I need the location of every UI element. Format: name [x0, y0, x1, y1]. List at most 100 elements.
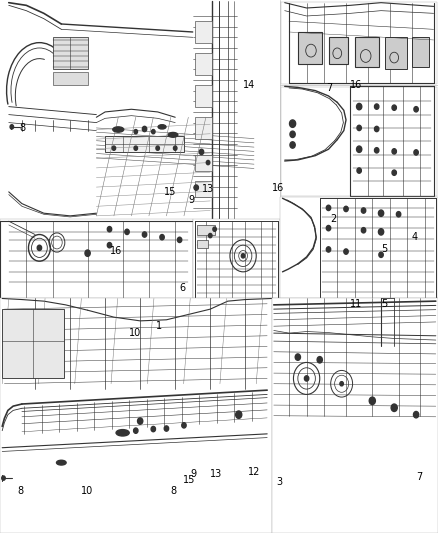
- Circle shape: [241, 254, 245, 258]
- Circle shape: [156, 146, 159, 150]
- Circle shape: [361, 208, 366, 213]
- Text: 7: 7: [416, 472, 422, 482]
- Text: 8: 8: [18, 487, 24, 496]
- Bar: [281, 2, 437, 84]
- Circle shape: [413, 411, 419, 418]
- Ellipse shape: [158, 125, 166, 129]
- Text: 3: 3: [276, 478, 282, 487]
- Circle shape: [37, 245, 42, 251]
- Circle shape: [374, 148, 379, 153]
- Circle shape: [344, 249, 348, 254]
- Circle shape: [2, 476, 5, 480]
- Circle shape: [357, 168, 361, 173]
- Circle shape: [134, 146, 138, 150]
- Circle shape: [361, 228, 366, 233]
- Circle shape: [290, 142, 295, 148]
- Text: 12: 12: [247, 467, 260, 477]
- Circle shape: [374, 126, 379, 132]
- Ellipse shape: [116, 430, 129, 436]
- Bar: [328, 37, 348, 64]
- Circle shape: [194, 185, 198, 190]
- Bar: [195, 53, 212, 75]
- Bar: [281, 87, 437, 196]
- Bar: [2, 309, 64, 378]
- Bar: [0, 219, 193, 298]
- Circle shape: [199, 149, 204, 155]
- Circle shape: [378, 229, 384, 235]
- Circle shape: [414, 150, 418, 155]
- Circle shape: [236, 411, 242, 418]
- Circle shape: [326, 225, 331, 231]
- Text: 11: 11: [350, 299, 363, 309]
- Text: 10: 10: [129, 328, 141, 338]
- Circle shape: [134, 130, 138, 134]
- Circle shape: [392, 170, 396, 175]
- Circle shape: [182, 423, 186, 428]
- Circle shape: [357, 103, 362, 110]
- Bar: [272, 298, 438, 533]
- Text: 9: 9: [191, 470, 197, 479]
- Circle shape: [391, 404, 397, 411]
- Text: 16: 16: [110, 246, 122, 255]
- Text: 15: 15: [164, 187, 177, 197]
- Circle shape: [107, 227, 112, 232]
- Bar: [298, 32, 322, 64]
- Text: 10: 10: [81, 487, 93, 496]
- Circle shape: [152, 130, 155, 134]
- Circle shape: [295, 354, 300, 360]
- Text: 5: 5: [381, 245, 387, 254]
- Text: 8: 8: [20, 123, 26, 133]
- Circle shape: [177, 237, 182, 243]
- Circle shape: [138, 418, 143, 424]
- Ellipse shape: [57, 460, 66, 465]
- Bar: [195, 85, 212, 107]
- Circle shape: [396, 212, 401, 217]
- Circle shape: [208, 233, 212, 238]
- Circle shape: [290, 120, 296, 127]
- Bar: [53, 37, 88, 69]
- Circle shape: [173, 146, 177, 150]
- Circle shape: [134, 428, 138, 433]
- Text: 1: 1: [155, 321, 162, 331]
- Bar: [0, 298, 272, 533]
- Circle shape: [414, 107, 418, 112]
- Circle shape: [213, 227, 216, 231]
- Circle shape: [164, 426, 169, 431]
- Circle shape: [378, 210, 384, 216]
- Circle shape: [107, 243, 112, 248]
- Text: 6: 6: [180, 283, 186, 293]
- Bar: [195, 181, 212, 197]
- Circle shape: [112, 146, 116, 150]
- Text: 2: 2: [331, 214, 337, 223]
- Text: 5: 5: [381, 299, 387, 309]
- Text: 8: 8: [171, 487, 177, 496]
- Bar: [195, 21, 212, 43]
- Circle shape: [357, 125, 361, 131]
- Text: 7: 7: [326, 83, 332, 93]
- Circle shape: [85, 250, 90, 256]
- Text: 14: 14: [243, 80, 255, 90]
- Bar: [195, 155, 212, 171]
- Circle shape: [357, 146, 362, 152]
- Bar: [355, 37, 379, 67]
- Bar: [193, 219, 280, 298]
- Circle shape: [392, 105, 396, 110]
- Circle shape: [379, 252, 383, 257]
- Bar: [280, 197, 438, 298]
- Circle shape: [290, 131, 295, 138]
- Circle shape: [151, 426, 155, 432]
- Text: 13: 13: [210, 470, 223, 479]
- Text: 16: 16: [272, 183, 284, 192]
- Bar: [197, 240, 208, 248]
- Ellipse shape: [113, 127, 124, 132]
- Circle shape: [317, 357, 322, 363]
- Text: 13: 13: [201, 184, 214, 194]
- Circle shape: [340, 382, 343, 386]
- Bar: [53, 72, 88, 85]
- Bar: [105, 136, 184, 152]
- Circle shape: [392, 149, 396, 154]
- Circle shape: [10, 125, 14, 129]
- Circle shape: [142, 126, 147, 132]
- Circle shape: [206, 160, 210, 165]
- Bar: [385, 37, 407, 69]
